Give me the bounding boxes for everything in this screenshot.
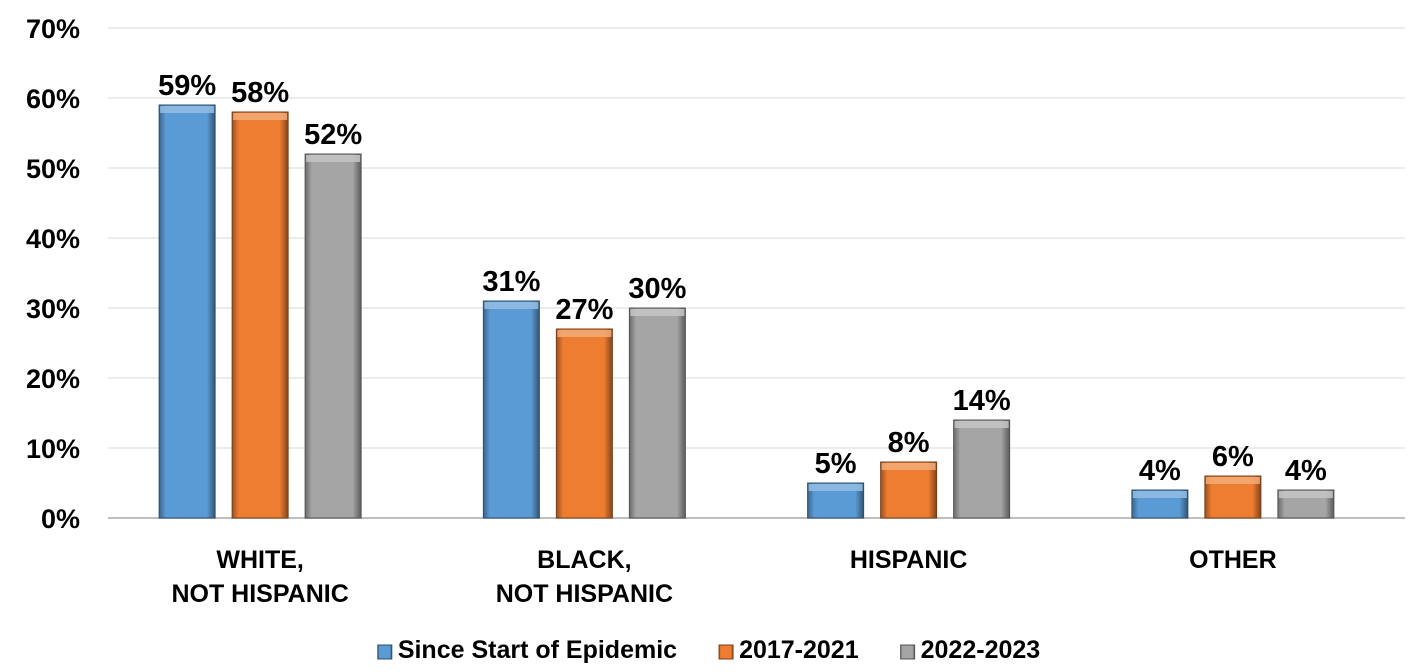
- x-category-label: BLACK, NOT HISPANIC: [496, 546, 673, 608]
- legend-item: 2022-2023: [900, 636, 1041, 664]
- bar-top-bevel: [1278, 491, 1333, 498]
- data-label: 14%: [953, 385, 1011, 417]
- bar: [482, 300, 540, 519]
- data-label: 52%: [304, 119, 362, 151]
- bar: [880, 461, 938, 519]
- data-label: 27%: [555, 294, 613, 326]
- bar: [304, 153, 362, 519]
- bar: [555, 328, 613, 519]
- gridlines: [108, 27, 1405, 519]
- data-label: 4%: [1139, 455, 1181, 487]
- y-tick-label: 30%: [26, 294, 80, 324]
- legend-swatch: [377, 644, 393, 660]
- legend: Since Start of Epidemic 2017-2021 2022-202…: [377, 636, 1041, 664]
- legend-label: 2022-2023: [921, 636, 1041, 664]
- y-tick-label: 20%: [26, 364, 80, 394]
- legend-swatch: [900, 644, 916, 660]
- bar-top-bevel: [233, 113, 288, 120]
- data-label: 8%: [888, 427, 930, 459]
- y-tick-label: 60%: [26, 84, 80, 114]
- bar: [231, 111, 289, 519]
- bar-top-bevel: [954, 421, 1009, 428]
- data-label: 6%: [1212, 441, 1254, 473]
- bar: [628, 307, 686, 519]
- legend-item: 2017-2021: [718, 636, 859, 664]
- data-label: 4%: [1285, 455, 1327, 487]
- bar: [158, 104, 216, 519]
- bar-top-bevel: [630, 309, 685, 316]
- legend-swatch: [718, 644, 734, 660]
- y-tick-label: 70%: [26, 14, 80, 44]
- bar: [953, 419, 1011, 519]
- y-tick-label: 40%: [26, 224, 80, 254]
- bar-top-bevel: [484, 302, 539, 309]
- bar-top-bevel: [1132, 491, 1187, 498]
- bar-top-bevel: [808, 484, 863, 491]
- data-label: 30%: [628, 273, 686, 305]
- y-axis-ticks: 0% 10% 20% 30% 40% 50% 60% 70%: [26, 14, 80, 534]
- data-label: 31%: [482, 266, 540, 298]
- x-axis-category-labels: WHITE, NOT HISPANIC BLACK, NOT HISPANIC HISP…: [171, 546, 1276, 608]
- y-tick-label: 50%: [26, 154, 80, 184]
- legend-label: Since Start of Epidemic: [398, 636, 677, 664]
- legend-label: 2017-2021: [739, 636, 859, 664]
- bar-top-bevel: [557, 330, 612, 337]
- x-category-label: WHITE, NOT HISPANIC: [171, 546, 348, 608]
- y-tick-label: 10%: [26, 434, 80, 464]
- data-label: 5%: [815, 448, 857, 480]
- data-label: 59%: [158, 70, 216, 102]
- bar-top-bevel: [1205, 477, 1260, 484]
- bars: [158, 104, 1335, 519]
- bar-top-bevel: [160, 106, 215, 113]
- legend-item: Since Start of Epidemic: [377, 636, 677, 664]
- data-labels: 59% 58% 52% 31% 27% 30% 5% 8% 14% 4% 6% 4%: [158, 70, 1327, 487]
- y-tick-label: 0%: [41, 504, 80, 534]
- bar-top-bevel: [306, 155, 361, 162]
- x-category-label: OTHER: [1189, 546, 1277, 574]
- x-category-label: HISPANIC: [850, 546, 968, 574]
- data-label: 58%: [231, 77, 289, 109]
- bar-top-bevel: [881, 463, 936, 470]
